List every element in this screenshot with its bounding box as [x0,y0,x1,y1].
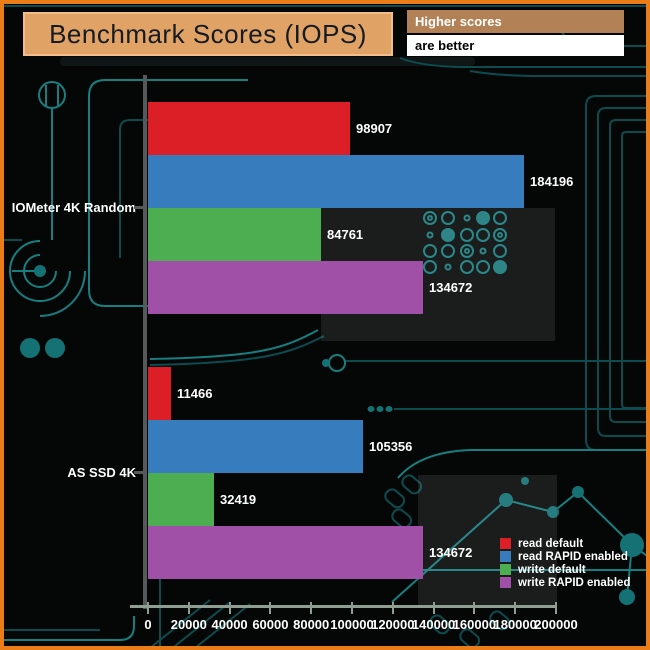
x-axis-tick [473,602,476,614]
x-axis-tick [555,602,557,614]
x-axis-tick-label: 200000 [534,617,578,632]
bar-write-RAPID-enabled-1 [148,261,423,314]
bar-read-default-2 [148,367,171,420]
bar-value-label: 11466 [177,386,213,401]
legend-label: read default [518,537,584,550]
bar-value-label: 184196 [530,174,574,189]
x-axis-tick-label: 20000 [170,617,207,632]
x-axis-line [130,605,557,608]
x-axis-tick [147,602,149,614]
category-axis-tick [134,471,143,474]
note-line2: are better [415,38,475,53]
x-axis-tick [391,602,394,614]
legend-label: write default [518,563,586,576]
bar-read-default-1 [148,102,350,155]
bar-value-label: 84761 [327,227,364,242]
legend-swatch [500,564,511,575]
title-underbar [60,57,475,66]
category-axis-tick [134,206,143,209]
bar-value-label: 105356 [369,439,413,454]
legend-item-write-default: write default [500,563,630,576]
bar-value-label: 134672 [429,545,473,560]
x-axis-tick-label: 80000 [293,617,330,632]
bar-value-label: 134672 [429,280,473,295]
bar-write-RAPID-enabled-2 [148,526,423,579]
chart-legend: read default read RAPID enabled write defa… [500,537,631,589]
chart-highlight-panel-bottom [418,475,557,605]
x-axis-tick [432,602,435,614]
x-axis-tick-label: 140000 [411,617,456,632]
legend-item-read-default: read default [500,537,630,550]
chart-title: Benchmark Scores (IOPS) [49,18,367,49]
legend-item-read-RAPID-enabled: read RAPID enabled [500,550,630,563]
x-axis-tick [351,602,353,614]
bar-value-label: 32419 [220,492,257,507]
legend-label: write RAPID enabled [518,576,631,589]
x-axis-tick-label: 100000 [330,617,374,632]
note-are-better: are better [407,35,624,56]
x-axis-tick-label: 60000 [252,617,289,632]
legend-item-write-RAPID-enabled: write RAPID enabled [500,576,631,589]
x-axis-tick-label: 40000 [211,617,248,632]
category-label-2: AS SSD 4K [67,465,136,480]
x-axis-tick-label: 160000 [452,617,497,632]
legend-label: read RAPID enabled [518,550,628,563]
x-axis-tick [187,602,190,614]
bar-write-default-2 [148,473,214,526]
legend-swatch [500,577,511,588]
x-axis-tick [228,602,231,614]
x-axis-tick-label: 120000 [371,617,415,632]
bar-write-default-1 [148,208,321,261]
y-axis-line [143,75,147,609]
bar-read-RAPID-enabled-1 [148,155,524,208]
legend-swatch [500,538,511,549]
x-axis-tick-label: 0 [144,617,152,632]
chart-title-box: Benchmark Scores (IOPS) [23,12,393,56]
bar-read-RAPID-enabled-2 [148,420,363,473]
x-axis-tick [514,602,517,614]
note-higher-scores: Higher scores [407,10,624,33]
bar-value-label: 98907 [356,121,393,136]
x-axis-tick [310,602,313,614]
x-axis-tick-label: 180000 [493,617,537,632]
x-axis-tick [269,602,272,614]
category-label-1: IOMeter 4K Random [11,200,136,215]
legend-swatch [500,551,511,562]
note-line1: Higher scores [415,14,502,29]
